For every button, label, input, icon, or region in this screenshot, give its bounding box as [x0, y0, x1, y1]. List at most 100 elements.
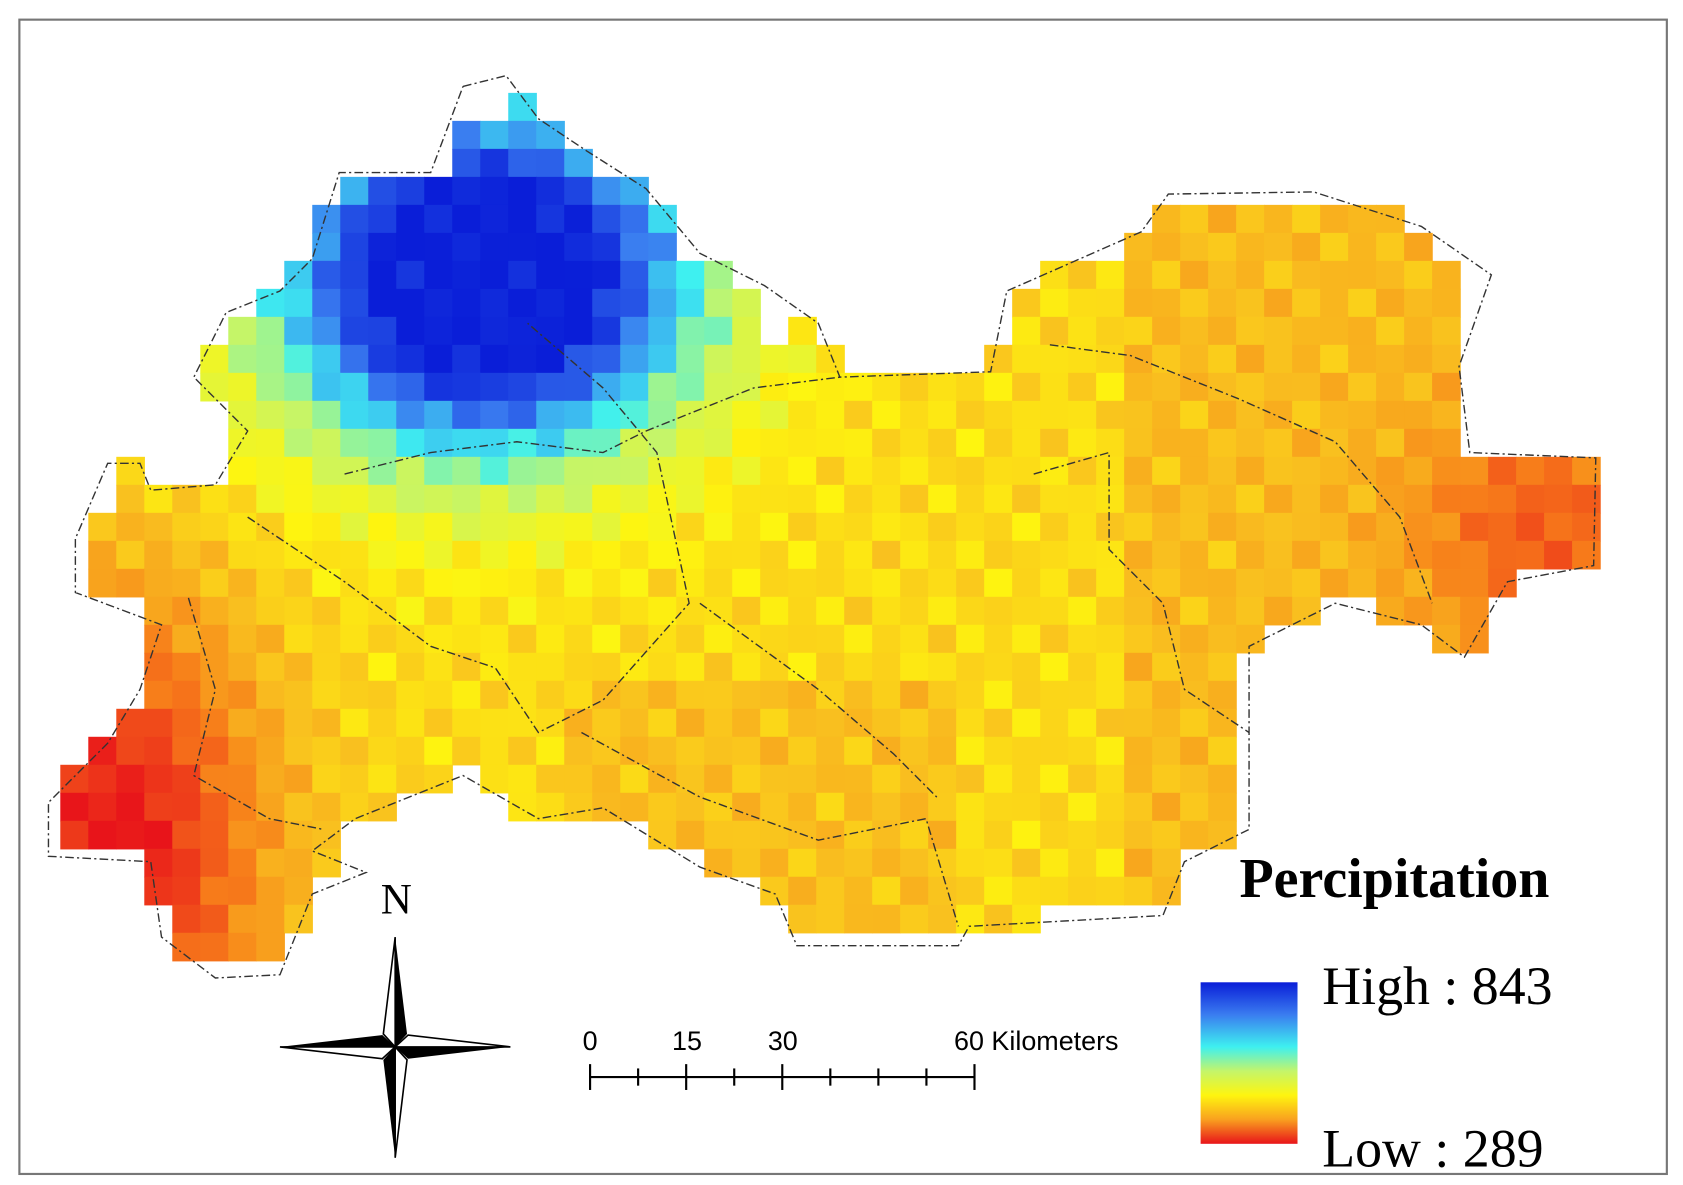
- raster-cell: [424, 176, 453, 206]
- raster-cell: [1376, 316, 1405, 346]
- raster-cell: [564, 456, 593, 486]
- raster-cell: [1264, 316, 1293, 346]
- raster-cell: [1012, 456, 1041, 486]
- raster-cell: [704, 344, 733, 374]
- raster-cell: [620, 316, 649, 346]
- raster-cell: [340, 428, 369, 458]
- raster-cell: [592, 540, 621, 570]
- raster-cell: [816, 400, 845, 430]
- raster-cell: [1068, 260, 1097, 290]
- raster-cell: [844, 512, 873, 542]
- raster-cell: [1236, 596, 1265, 626]
- raster-cell: [928, 372, 957, 402]
- raster-cell: [984, 792, 1013, 822]
- raster-cell: [1124, 708, 1153, 738]
- raster-cell: [844, 372, 873, 402]
- raster-cell: [368, 316, 397, 346]
- raster-cell: [620, 736, 649, 766]
- raster-cell: [1152, 456, 1181, 486]
- raster-cell: [1292, 568, 1321, 598]
- raster-cell: [900, 456, 929, 486]
- raster-cell: [760, 540, 789, 570]
- raster-cell: [564, 344, 593, 374]
- raster-cell: [480, 204, 509, 234]
- raster-cell: [984, 596, 1013, 626]
- raster-cell: [228, 596, 257, 626]
- raster-cell: [424, 344, 453, 374]
- raster-cell: [144, 568, 173, 598]
- raster-cell: [1488, 484, 1517, 514]
- raster-cell: [256, 680, 285, 710]
- raster-cell: [1068, 288, 1097, 318]
- raster-cell: [1544, 512, 1573, 542]
- raster-cell: [1040, 540, 1069, 570]
- raster-cell: [144, 876, 173, 906]
- raster-cell: [284, 400, 313, 430]
- raster-cell: [172, 652, 201, 682]
- raster-cell: [284, 792, 313, 822]
- raster-cell: [592, 568, 621, 598]
- outer-boundary: [47, 74, 1597, 979]
- raster-cell: [1040, 372, 1069, 402]
- raster-cell: [872, 512, 901, 542]
- raster-cell: [564, 372, 593, 402]
- raster-cell: [284, 316, 313, 346]
- district-boundary: [187, 597, 324, 831]
- raster-cell: [312, 372, 341, 402]
- raster-cell: [396, 708, 425, 738]
- raster-cell: [60, 764, 89, 794]
- raster-cell: [452, 288, 481, 318]
- raster-cell: [480, 400, 509, 430]
- raster-cell: [368, 372, 397, 402]
- raster-cell: [1180, 708, 1209, 738]
- raster-cell: [1488, 456, 1517, 486]
- raster-cell: [452, 652, 481, 682]
- raster-cell: [956, 848, 985, 878]
- raster-cell: [1376, 456, 1405, 486]
- raster-cell: [900, 736, 929, 766]
- raster-cell: [956, 372, 985, 402]
- raster-cell: [1376, 344, 1405, 374]
- raster-cell: [760, 680, 789, 710]
- raster-cell: [368, 512, 397, 542]
- raster-cell: [1012, 428, 1041, 458]
- raster-cell: [844, 820, 873, 850]
- raster-cell: [592, 708, 621, 738]
- raster-cell: [704, 568, 733, 598]
- raster-cell: [256, 512, 285, 542]
- raster-cell: [424, 204, 453, 234]
- raster-cell: [1012, 792, 1041, 822]
- raster-cell: [1012, 652, 1041, 682]
- raster-cell: [1012, 764, 1041, 794]
- raster-cell: [200, 652, 229, 682]
- raster-cell: [312, 848, 341, 878]
- raster-cell: [844, 596, 873, 626]
- raster-cell: [1348, 316, 1377, 346]
- raster-cell: [144, 820, 173, 850]
- raster-cell: [1040, 820, 1069, 850]
- raster-cell: [1516, 484, 1545, 514]
- raster-cell: [760, 484, 789, 514]
- raster-cell: [508, 708, 537, 738]
- raster-cell: [1432, 316, 1461, 346]
- raster-cell: [396, 260, 425, 290]
- raster-cell: [1264, 400, 1293, 430]
- raster-cell: [592, 372, 621, 402]
- raster-cell: [732, 540, 761, 570]
- raster-cell: [452, 736, 481, 766]
- raster-cell: [1180, 288, 1209, 318]
- raster-cell: [1012, 596, 1041, 626]
- raster-cell: [732, 820, 761, 850]
- raster-cell: [1488, 512, 1517, 542]
- raster-cell: [872, 540, 901, 570]
- raster-cell: [564, 260, 593, 290]
- raster-cell: [648, 680, 677, 710]
- raster-cell: [1068, 596, 1097, 626]
- raster-cell: [1208, 372, 1237, 402]
- raster-cell: [788, 484, 817, 514]
- raster-cell: [1460, 512, 1489, 542]
- raster-cell: [1068, 540, 1097, 570]
- raster-cell: [928, 400, 957, 430]
- raster-cell: [368, 764, 397, 794]
- raster-cell: [368, 540, 397, 570]
